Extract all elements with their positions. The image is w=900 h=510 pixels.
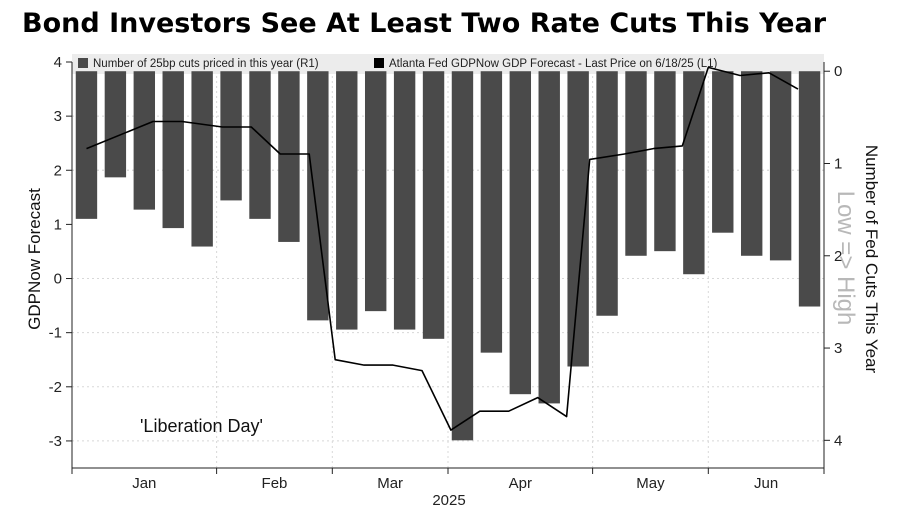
legend-swatch-line — [374, 58, 384, 68]
right-tick-label: 0 — [834, 63, 842, 80]
left-tick-label: 2 — [54, 162, 62, 179]
bar — [712, 71, 734, 233]
x-tick-label: Jun — [754, 475, 778, 492]
right-tick-label: 3 — [834, 340, 842, 357]
bar — [249, 71, 271, 219]
legend-swatch-bars — [78, 58, 88, 68]
right-tick-label: 1 — [834, 156, 842, 173]
bar — [596, 71, 618, 316]
left-tick-label: 3 — [54, 108, 62, 125]
x-tick-label: Feb — [262, 475, 288, 492]
x-axis-year-label: 2025 — [432, 492, 465, 509]
bar — [538, 71, 560, 404]
low-high-annotation: Low => High — [832, 191, 859, 326]
x-tick-label: May — [636, 475, 665, 492]
bar — [336, 71, 358, 330]
bar — [162, 71, 184, 229]
line-series — [86, 66, 799, 431]
x-tick-label: Jan — [132, 475, 156, 492]
right-axis-label: Number of Fed Cuts This Year — [862, 145, 881, 374]
x-axis-ticks: Jan Feb Mar Apr May Jun — [71, 468, 825, 492]
bar — [191, 71, 213, 247]
bar — [307, 71, 329, 321]
legend-label-line: Atlanta Fed GDPNow GDP Forecast - Last P… — [389, 58, 717, 70]
bar — [393, 71, 416, 330]
gridlines — [72, 76, 824, 468]
right-tick-label: 4 — [834, 432, 842, 449]
bar — [769, 71, 792, 261]
x-tick-label: Mar — [377, 475, 403, 492]
left-tick-label: -3 — [49, 433, 62, 450]
left-axis-ticks: 4 3 2 1 0 -1 -2 -3 — [49, 54, 72, 450]
left-axis-label: GDPNow Forecast — [25, 188, 44, 330]
bar — [798, 71, 821, 307]
left-tick-label: 4 — [54, 54, 62, 71]
bar — [654, 71, 676, 252]
bar — [422, 71, 445, 339]
bar — [104, 71, 127, 178]
bar — [480, 71, 503, 353]
bar — [220, 71, 242, 201]
bar — [278, 71, 300, 242]
bar-series — [75, 71, 821, 441]
right-axis-ticks: 0 1 2 3 4 — [824, 63, 842, 449]
bar — [509, 71, 532, 395]
chart-title: Bond Investors See At Least Two Rate Cut… — [22, 8, 827, 39]
bar — [683, 71, 705, 275]
liberation-day-annotation: 'Liberation Day' — [140, 416, 263, 436]
bar — [451, 71, 474, 441]
bar — [567, 71, 589, 367]
left-tick-label: -2 — [49, 379, 62, 396]
left-tick-label: 0 — [54, 271, 62, 288]
bar — [133, 71, 156, 210]
legend-label-bars: Number of 25bp cuts priced in this year … — [93, 58, 319, 70]
x-tick-label: Apr — [509, 475, 532, 492]
gdpnow-line — [86, 66, 799, 431]
bar — [75, 71, 98, 219]
bar — [625, 71, 647, 256]
left-tick-label: 1 — [54, 216, 62, 233]
left-tick-label: -1 — [49, 325, 62, 342]
bar — [740, 71, 763, 256]
right-tick-label: 2 — [834, 248, 842, 265]
bar — [364, 71, 387, 312]
legend-background — [72, 54, 824, 74]
